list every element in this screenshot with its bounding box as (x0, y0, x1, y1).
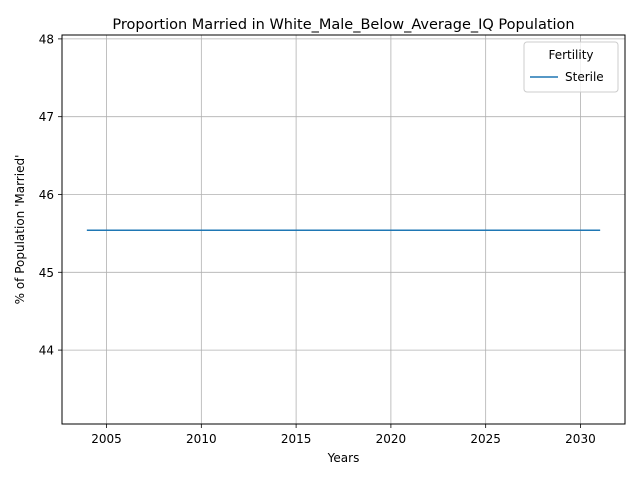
x-axis-ticks: 2005 2010 2015 2020 2025 2030 (91, 424, 596, 446)
x-tick-label: 2005 (91, 432, 122, 446)
y-tick-label: 46 (39, 188, 54, 202)
x-tick-label: 2025 (470, 432, 501, 446)
grid-lines (62, 35, 625, 424)
x-tick-label: 2030 (565, 432, 596, 446)
legend-box (523, 41, 619, 93)
x-tick-label: 2020 (376, 432, 407, 446)
legend-title: Fertility (548, 48, 593, 62)
x-tick-label: 2015 (281, 432, 312, 446)
legend-label-sterile: Sterile (565, 70, 604, 84)
y-tick-label: 47 (39, 110, 54, 124)
legend: Fertility Sterile (523, 41, 619, 93)
y-tick-label: 44 (39, 344, 54, 358)
x-tick-label: 2010 (186, 432, 217, 446)
y-tick-label: 48 (39, 32, 54, 46)
y-axis-label: % of Population 'Married' (13, 155, 27, 305)
y-tick-label: 45 (39, 266, 54, 280)
x-axis-label: Years (327, 451, 360, 465)
y-axis-ticks: 44 45 46 47 48 (39, 32, 62, 358)
plot-area-frame (61, 34, 626, 425)
chart-title: Proportion Married in White_Male_Below_A… (112, 17, 574, 33)
